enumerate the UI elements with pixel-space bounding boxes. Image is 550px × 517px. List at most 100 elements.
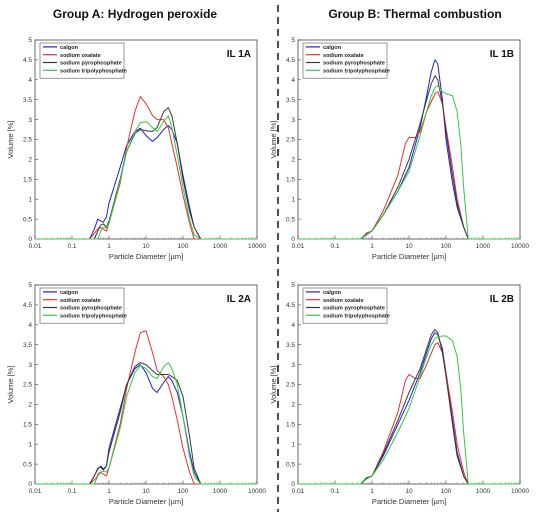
x-tick-label: 1000: [213, 243, 228, 250]
x-tick-label: 10: [405, 243, 413, 250]
y-tick-label: 3.5: [23, 97, 32, 104]
x-tick-label: 10000: [511, 243, 529, 250]
y-tick-label: 1.5: [23, 177, 32, 184]
y-tick-label: 1.5: [286, 177, 295, 184]
x-tick-label: 0.1: [67, 488, 76, 495]
legend: calgon sodium oxalate sodium pyrophosphate…: [39, 42, 127, 79]
y-tick-label: 2.5: [286, 382, 295, 389]
legend-label-sodium-pyrophosphate: sodium pyrophosphate: [60, 306, 122, 312]
x-tick-label: 100: [178, 243, 189, 250]
x-tick-label: 1000: [213, 488, 228, 495]
legend-box: [302, 42, 388, 79]
y-tick-label: 4: [28, 322, 32, 329]
y-axis-title: Volume [%]: [269, 366, 278, 404]
x-tick-label: 1000: [476, 488, 491, 495]
panel-label: IL 1A: [227, 49, 251, 60]
legend-label-calgon: calgon: [60, 290, 79, 296]
y-tick-label: 4.5: [286, 57, 295, 64]
legend-box: [39, 42, 125, 79]
legend-label-sodium-pyrophosphate: sodium pyrophosphate: [323, 306, 385, 312]
y-tick-label: 5: [28, 282, 32, 289]
legend-label-sodium-tripolyphosphate: sodium tripolyphosphate: [323, 314, 390, 320]
x-tick-label: 100: [178, 488, 189, 495]
legend: calgon sodium oxalate sodium pyrophosphate…: [39, 287, 127, 324]
y-tick-label: 4.5: [23, 302, 32, 309]
legend-label-sodium-oxalate: sodium oxalate: [60, 53, 101, 59]
legend-label-sodium-pyrophosphate: sodium pyrophosphate: [323, 61, 385, 67]
y-tick-label: 0: [291, 481, 295, 488]
y-tick-label: 1: [291, 196, 295, 203]
chart-il-1a: 0 0.5 1 1.5 2 2.5 3 3.5 4 4.5 5 0.01 0.1 1 10 100 1000 10…: [6, 37, 266, 261]
y-tick-label: 2: [291, 402, 295, 409]
legend-label-sodium-oxalate: sodium oxalate: [60, 298, 101, 304]
x-tick-label: 1: [107, 488, 111, 495]
y-tick-label: 5: [291, 37, 295, 44]
legend-box: [302, 287, 388, 324]
y-axis-title: Volume [%]: [6, 366, 15, 404]
y-tick-label: 0: [28, 236, 32, 243]
x-tick-label: 0.01: [292, 488, 305, 495]
y-axis-title: Volume [%]: [269, 121, 278, 159]
legend: calgon sodium oxalate sodium pyrophosphate…: [302, 42, 390, 79]
series-line-sodium-tripolyphosphate: [298, 335, 520, 485]
y-tick-label: 4.5: [286, 302, 295, 309]
group-a-header: Group A: Hydrogen peroxide: [53, 7, 218, 21]
x-tick-label: 1: [370, 243, 374, 250]
x-tick-label: 10000: [248, 243, 266, 250]
chart-il-2b: 0 0.5 1 1.5 2 2.5 3 3.5 4 4.5 5 0.01 0.1 1 10 100 1000 10…: [269, 282, 529, 506]
series-line-sodium-pyrophosphate: [35, 107, 257, 240]
x-tick-label: 10: [142, 488, 150, 495]
y-axis-title: Volume [%]: [6, 121, 15, 159]
y-tick-label: 2: [28, 157, 32, 164]
y-tick-label: 4: [291, 322, 295, 329]
legend-label-sodium-pyrophosphate: sodium pyrophosphate: [60, 61, 122, 67]
y-tick-label: 0.5: [23, 461, 32, 468]
x-tick-label: 10000: [511, 488, 529, 495]
x-axis-title: Particle Diameter [µm]: [372, 497, 446, 506]
y-tick-label: 1.5: [23, 422, 32, 429]
series-line-sodium-oxalate: [35, 330, 257, 485]
x-tick-label: 1: [107, 243, 111, 250]
y-tick-label: 1: [28, 441, 32, 448]
x-axis-title: Particle Diameter [µm]: [109, 497, 183, 506]
legend-label-sodium-oxalate: sodium oxalate: [323, 53, 364, 59]
x-tick-label: 0.1: [330, 488, 339, 495]
x-tick-label: 1: [370, 488, 374, 495]
y-tick-label: 3.5: [286, 97, 295, 104]
y-tick-label: 1.5: [286, 422, 295, 429]
legend: calgon sodium oxalate sodium pyrophosphate…: [302, 287, 390, 324]
series-line-calgon: [35, 125, 257, 240]
y-tick-label: 3.5: [286, 342, 295, 349]
y-tick-label: 4: [291, 77, 295, 84]
y-tick-label: 1: [28, 196, 32, 203]
y-tick-label: 0.5: [286, 216, 295, 223]
y-tick-label: 0: [28, 481, 32, 488]
group-b-header: Group B: Thermal combustion: [328, 7, 501, 21]
x-tick-label: 0.1: [67, 243, 76, 250]
y-tick-label: 2: [291, 157, 295, 164]
x-axis-title: Particle Diameter [µm]: [372, 252, 446, 261]
x-tick-label: 1000: [476, 243, 491, 250]
y-tick-label: 3.5: [23, 342, 32, 349]
y-tick-label: 1: [291, 441, 295, 448]
x-tick-label: 100: [441, 243, 452, 250]
y-tick-label: 4.5: [23, 57, 32, 64]
panel-label: IL 2B: [490, 294, 514, 305]
y-tick-label: 5: [291, 282, 295, 289]
y-tick-label: 0.5: [286, 461, 295, 468]
y-tick-label: 5: [28, 37, 32, 44]
legend-label-calgon: calgon: [323, 45, 342, 51]
x-tick-label: 100: [441, 488, 452, 495]
x-tick-label: 10: [405, 488, 413, 495]
panel-label: IL 2A: [227, 294, 251, 305]
legend-label-sodium-tripolyphosphate: sodium tripolyphosphate: [60, 314, 127, 320]
legend-box: [39, 287, 125, 324]
series-line-sodium-pyrophosphate: [35, 362, 257, 485]
y-tick-label: 2.5: [286, 137, 295, 144]
x-tick-label: 0.1: [330, 243, 339, 250]
panel-label: IL 1B: [490, 49, 514, 60]
legend-label-sodium-oxalate: sodium oxalate: [323, 298, 364, 304]
y-tick-label: 2.5: [23, 382, 32, 389]
chart-il-1b: 0 0.5 1 1.5 2 2.5 3 3.5 4 4.5 5 0.01 0.1 1 10 100 1000 10…: [269, 37, 529, 261]
